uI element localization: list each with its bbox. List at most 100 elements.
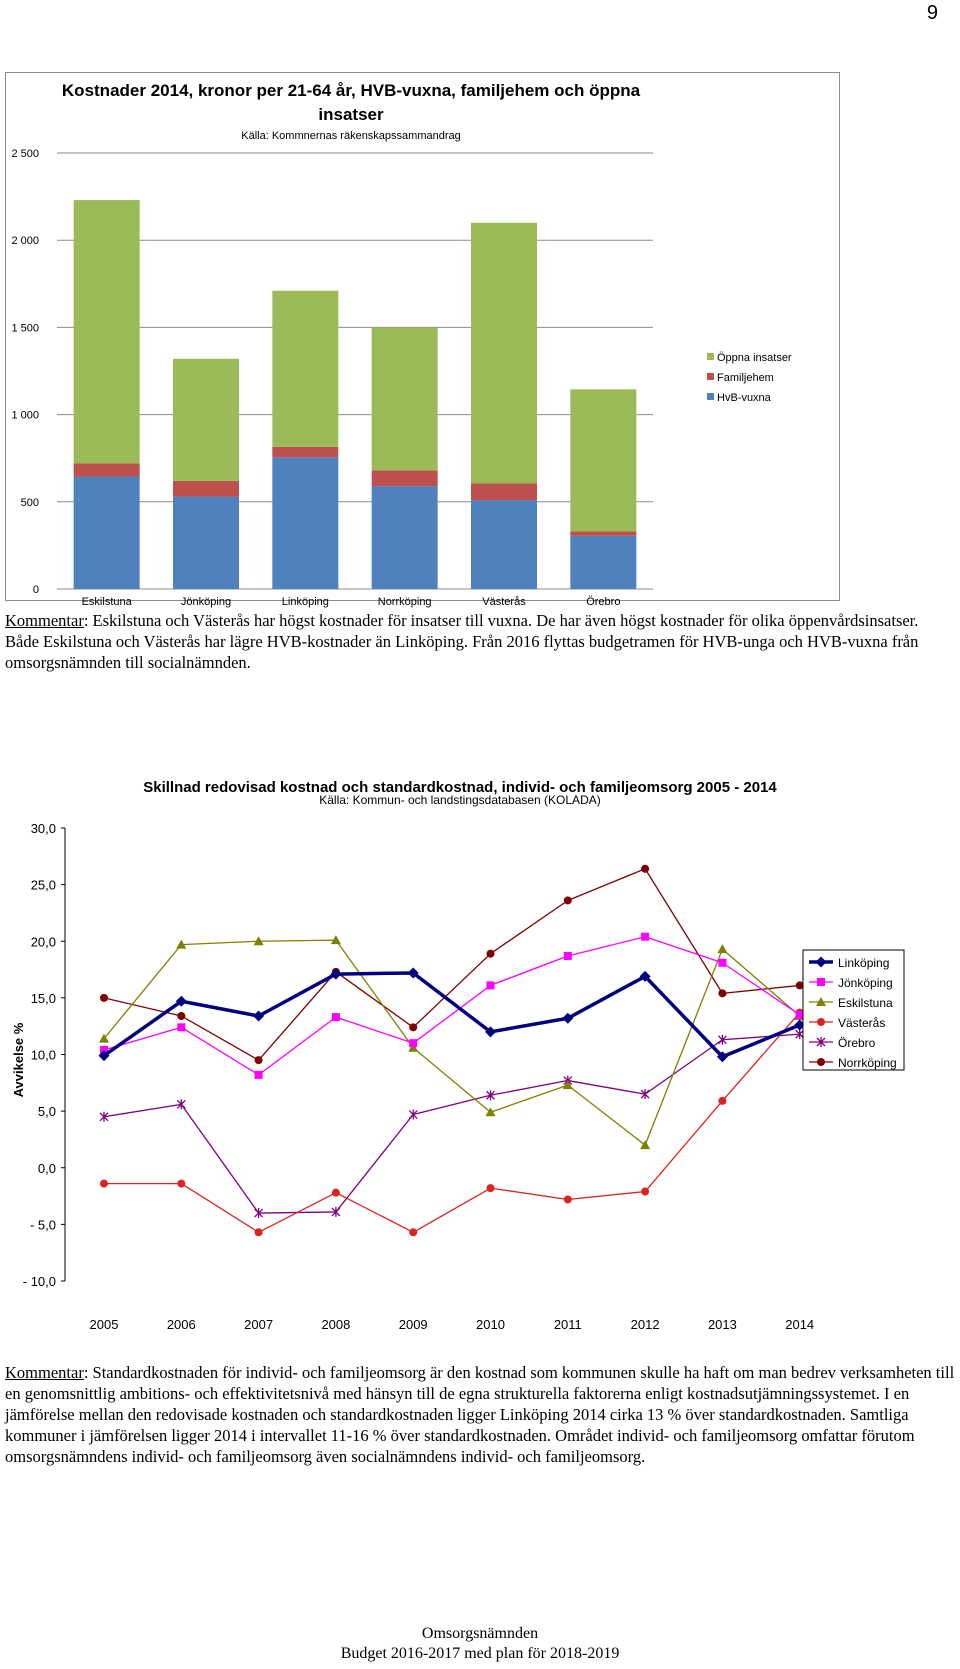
y-tick-label: 20,0	[31, 934, 56, 949]
bar-segment-hvb-vuxna	[371, 486, 438, 589]
y-axis-label: Avvikelse %	[11, 1022, 26, 1097]
data-point	[253, 936, 264, 946]
data-point	[99, 1033, 109, 1043]
x-tick-label: 2013	[708, 1317, 737, 1332]
x-tick-label: Eskilstuna	[82, 596, 133, 608]
deviation-line-chart-svg: Skillnad redovisad kostnad och standardk…	[11, 779, 905, 1332]
x-tick-label: 2005	[90, 1317, 119, 1332]
legend-label: HvB-vuxna	[717, 392, 772, 404]
data-point	[639, 970, 651, 982]
footer-committee: Omsorgsnämnden	[421, 1625, 539, 1642]
x-tick-label: 2008	[321, 1317, 350, 1332]
data-point	[331, 1206, 341, 1217]
bar-segment-familjehem	[272, 446, 339, 458]
data-point	[177, 1179, 186, 1188]
comment-text: : Eskilstuna och Västerås har högst kost…	[5, 611, 919, 672]
data-point	[717, 944, 728, 954]
y-tick-label: 500	[21, 497, 39, 509]
x-tick-label: 2014	[785, 1317, 814, 1332]
data-point	[718, 958, 727, 967]
footer-budget-title: Budget 2016-2017 med plan för 2018-2019	[340, 1645, 620, 1662]
data-point	[486, 981, 495, 990]
data-point	[716, 1051, 728, 1063]
data-point	[717, 1034, 727, 1045]
comment-label: Kommentar	[5, 1363, 84, 1382]
data-point	[409, 1023, 418, 1032]
y-tick-label: 1 000	[11, 410, 39, 422]
x-tick-label: Linköping	[282, 596, 329, 608]
data-point	[331, 1188, 340, 1197]
data-point	[254, 1208, 264, 1219]
data-point	[563, 1195, 572, 1204]
bar-segment-familjehem	[173, 480, 239, 497]
series-line	[103, 936, 801, 1076]
comment-text: : Standardkostnaden för individ- och fam…	[5, 1363, 955, 1466]
data-point	[100, 1045, 108, 1054]
data-point	[409, 1228, 418, 1237]
y-tick-label: 0	[33, 584, 39, 596]
data-point	[562, 1080, 573, 1090]
legend-marker	[816, 1037, 826, 1047]
chart-subtitle: Källa: Kommnernas räkenskapssammandrag	[241, 130, 461, 142]
chart-title: Skillnad redovisad kostnad och standardk…	[143, 779, 777, 796]
bar-segment-familjehem	[371, 470, 438, 487]
x-tick-label: Jönköping	[181, 596, 231, 608]
legend-label: Norrköping	[838, 1056, 897, 1070]
data-point	[254, 1056, 263, 1065]
legend-swatch	[707, 393, 714, 400]
bar-segment-hvb-vuxna	[73, 476, 140, 589]
data-point	[486, 1184, 495, 1193]
y-tick-label: 2 500	[11, 148, 39, 160]
x-tick-label: Västerås	[482, 596, 526, 608]
data-point	[795, 981, 804, 990]
legend-label: Örebro	[838, 1036, 876, 1050]
bar-segment-öppna-insatser	[173, 358, 239, 481]
data-point	[794, 1019, 806, 1031]
chart-title-line: Kostnader 2014, kronor per 21-64 år, HVB…	[62, 81, 641, 100]
cost-bar-chart: Kostnader 2014, kronor per 21-64 år, HVB…	[5, 72, 840, 608]
x-tick-label: Örebro	[586, 596, 620, 608]
series-line	[104, 1012, 801, 1233]
data-point	[640, 1140, 651, 1150]
data-point	[100, 1179, 108, 1188]
x-tick-label: 2007	[244, 1317, 273, 1332]
data-point	[641, 932, 650, 941]
x-tick-label: Norrköping	[378, 596, 432, 608]
bar-segment-öppna-insatser	[570, 389, 637, 532]
data-point	[408, 1042, 419, 1052]
x-tick-label: 2006	[167, 1317, 196, 1332]
footer: Omsorgsnämnden Budget 2016-2017 med plan…	[0, 1624, 960, 1664]
legend-marker	[816, 997, 826, 1006]
bar-segment-öppna-insatser	[73, 200, 140, 464]
data-point	[330, 968, 342, 980]
y-tick-label: - 5,0	[30, 1217, 56, 1232]
data-point	[795, 1010, 804, 1019]
data-point	[98, 1050, 110, 1062]
data-point	[408, 1109, 418, 1120]
data-point	[640, 1089, 650, 1100]
bar-segment-hvb-vuxna	[173, 496, 239, 589]
data-point	[176, 939, 187, 949]
data-point	[407, 967, 419, 979]
bar-segment-öppna-insatser	[371, 327, 438, 471]
series-line	[103, 868, 800, 1061]
bar-segment-familjehem	[471, 483, 537, 501]
comment-cost: Kommentar: Eskilstuna och Västerås har h…	[5, 610, 955, 673]
legend-marker	[817, 1058, 825, 1066]
data-point	[485, 1107, 496, 1117]
x-tick-label: 2010	[476, 1317, 505, 1332]
bar-segment-öppna-insatser	[272, 290, 339, 447]
data-point	[175, 995, 187, 1007]
comment-standard-cost: Kommentar: Standardkostnaden för individ…	[5, 1362, 955, 1467]
y-tick-label: 25,0	[31, 878, 56, 893]
y-tick-label: 5,0	[38, 1104, 56, 1119]
series-line	[102, 971, 801, 1059]
chart-title-line: insatser	[318, 105, 384, 124]
data-point	[100, 993, 108, 1002]
data-point	[718, 989, 727, 998]
series-line	[103, 939, 801, 1146]
cost-bar-chart-svg: Kostnader 2014, kronor per 21-64 år, HVB…	[11, 81, 791, 608]
data-point	[177, 1023, 186, 1032]
bar-segment-öppna-insatser	[471, 222, 537, 484]
y-tick-label: 15,0	[31, 991, 56, 1006]
